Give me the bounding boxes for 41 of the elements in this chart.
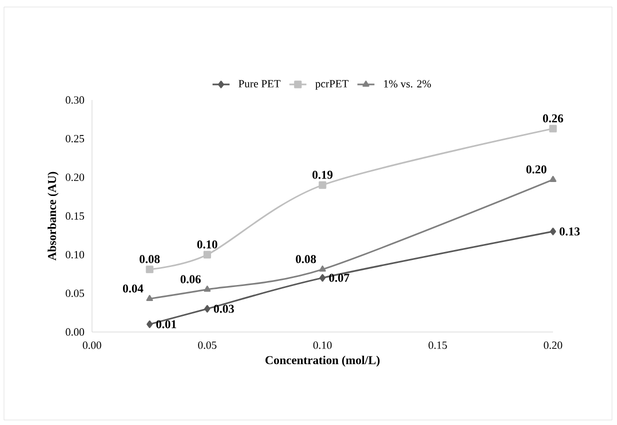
y-axis-title: Absorbance (AU) [48, 172, 58, 261]
legend-label: pcrPET [315, 80, 348, 90]
data-label: 0.20 [526, 165, 546, 174]
x-tick-label: 0.05 [198, 342, 216, 349]
data-label: 0.19 [312, 170, 333, 179]
y-tick-label: 0.00 [66, 328, 84, 336]
point [319, 266, 326, 272]
point [549, 124, 557, 132]
x-axis-title: Concentration (mol/L) [265, 356, 380, 367]
data-label: 0.13 [560, 227, 580, 236]
y-tick-label: 0.05 [66, 290, 84, 298]
x-tick-label: 0.20 [544, 342, 562, 349]
point [204, 286, 211, 292]
y-tick-label: 0.15 [66, 212, 84, 220]
y-tick-label: 0.25 [66, 134, 84, 142]
y-tick-label: 0.20 [66, 174, 84, 182]
point [550, 228, 556, 236]
point [318, 181, 326, 189]
legend-label: 1% vs. 2% [384, 80, 431, 88]
point [146, 266, 154, 274]
y-tick-label: 0.30 [66, 96, 84, 104]
data-label: 0.07 [329, 274, 350, 282]
point [146, 320, 153, 328]
data-label: 0.04 [122, 284, 144, 293]
point [204, 305, 210, 313]
data-label: 0.06 [180, 275, 201, 284]
x-tick-label: 0.15 [428, 342, 447, 349]
legend-label: Pure PET [238, 80, 280, 88]
point [550, 176, 556, 182]
data-label: 0.08 [140, 255, 160, 264]
point [319, 274, 326, 282]
x-tick-label: 0.00 [82, 342, 102, 349]
point [146, 294, 154, 302]
data-label: 0.01 [156, 320, 176, 328]
data-label: 0.08 [296, 255, 316, 264]
data-label: 0.03 [214, 304, 234, 313]
data-label: 0.10 [197, 240, 218, 248]
data-label: 0.26 [543, 114, 564, 122]
point [203, 250, 212, 258]
y-tick-label: 0.10 [66, 250, 84, 258]
x-tick-label: 0.10 [313, 342, 332, 349]
